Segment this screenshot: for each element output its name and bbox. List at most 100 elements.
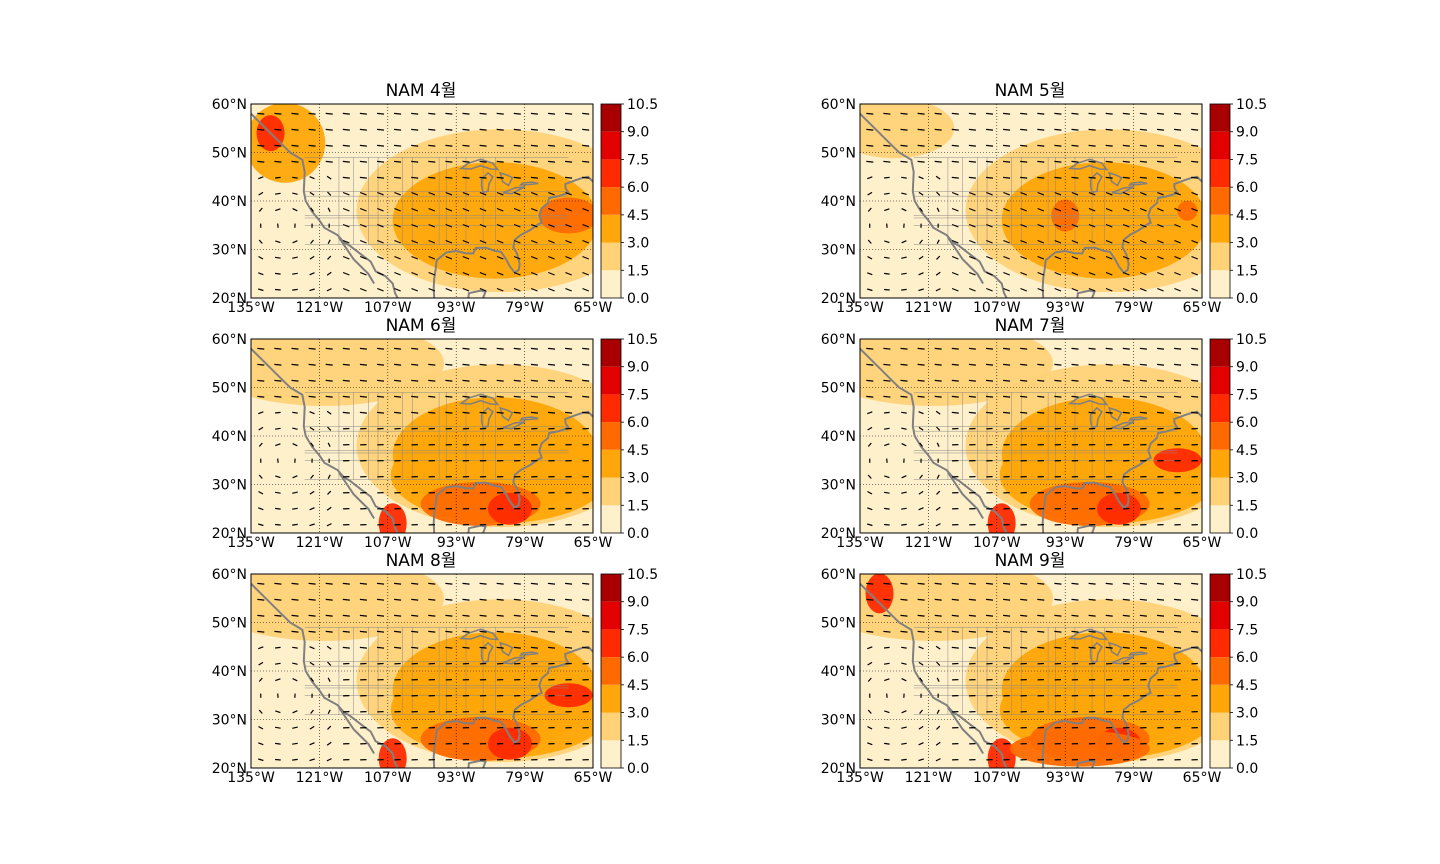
lake-outline (1127, 416, 1148, 421)
wind-arrow (257, 582, 265, 585)
wind-arrow (1191, 395, 1199, 398)
wind-arrow (462, 630, 470, 633)
wind-arrow (901, 758, 907, 761)
wind-arrow (309, 191, 315, 196)
wind-arrow (513, 646, 521, 649)
wind-arrow (866, 112, 874, 115)
wind-arrow (445, 176, 453, 179)
lon-tick-label: 65°W (1183, 300, 1222, 316)
wind-arrow (968, 646, 976, 649)
wind-arrow (917, 379, 925, 382)
colorbar-segment (601, 131, 621, 160)
colorbar-tick-label: 0.0 (1236, 291, 1258, 307)
colorbar-tick-label: 3.0 (1236, 471, 1258, 487)
colorbar-tick-label: 4.5 (627, 678, 649, 694)
wind-arrow (308, 347, 316, 350)
wind-arrow (1156, 411, 1165, 414)
wind-arrow (292, 192, 298, 195)
wind-arrow (257, 144, 265, 147)
colorbar-tick-label: 7.5 (627, 387, 649, 403)
wind-arrow (565, 287, 572, 292)
wind-arrow (1157, 207, 1164, 212)
wind-arrow (513, 207, 521, 212)
wind-arrow (934, 363, 942, 366)
wind-arrow (936, 709, 940, 714)
wind-arrow (394, 598, 402, 601)
wind-arrow (445, 191, 453, 196)
wind-arrow (445, 271, 453, 276)
wind-arrow (291, 347, 299, 350)
wind-arrow (479, 395, 487, 398)
wind-arrow (377, 271, 384, 276)
wind-arrow (1003, 646, 1011, 649)
wind-arrow (1139, 160, 1147, 163)
filled-contour-region (487, 727, 532, 760)
wind-arrow (867, 442, 872, 447)
wind-arrow (325, 347, 333, 350)
wind-arrow (884, 176, 890, 179)
wind-arrow (1054, 395, 1062, 398)
wind-arrow (275, 256, 281, 259)
wind-arrow (951, 160, 959, 163)
wind-arrow (1088, 411, 1096, 414)
wind-arrow (901, 662, 907, 665)
wind-arrow (1037, 207, 1045, 212)
wind-arrow (1105, 144, 1113, 147)
wind-arrow (968, 582, 976, 585)
wind-arrow (934, 614, 942, 617)
wind-arrow (917, 582, 925, 585)
colorbar-frame (600, 338, 622, 534)
wind-arrow (327, 677, 331, 682)
wind-arrow (935, 175, 941, 180)
lake-outline (1067, 628, 1109, 641)
wind-arrow (359, 614, 367, 617)
wind-arrow (462, 223, 470, 228)
wind-arrow (565, 379, 573, 382)
wind-arrow (1054, 630, 1062, 633)
wind-arrow (1157, 271, 1164, 276)
wind-arrow (359, 207, 367, 212)
wind-arrow (310, 207, 314, 212)
wind-arrow (326, 758, 332, 762)
wind-arrow (1174, 271, 1181, 276)
wind-arrow (445, 207, 453, 212)
wind-arrow (1054, 207, 1062, 212)
colorbar-tick-label: 3.0 (1236, 236, 1258, 252)
wind-arrow (884, 742, 890, 745)
wind-arrow (548, 271, 555, 276)
wind-arrow (275, 288, 281, 291)
wind-arrow (275, 411, 281, 414)
wind-arrow (462, 379, 470, 382)
wind-arrow (274, 582, 282, 585)
wind-arrow (308, 128, 316, 131)
filled-contour-region (860, 574, 1053, 641)
wind-arrow (1191, 379, 1199, 382)
map-panel-4: 135°W 121°W 107°W 93°W 79°W 65°W 60°N 50°N 40°N 3… (212, 97, 658, 316)
map-frame (859, 573, 1203, 769)
wind-arrow (1088, 176, 1096, 179)
wind-arrow (342, 271, 350, 276)
colorbar: 10.5 9.0 7.5 6.0 4.5 3.0 1.5 0.0 (1209, 332, 1267, 542)
wind-arrow (1088, 379, 1096, 382)
lon-tick-label: 121°W (905, 300, 953, 316)
lon-tick-label: 79°W (505, 770, 544, 786)
wind-arrow (342, 223, 350, 228)
wind-arrow (1174, 582, 1182, 585)
wind-arrow (1156, 630, 1165, 633)
wind-arrow (1174, 395, 1182, 398)
wind-arrow (292, 726, 298, 729)
wind-arrow (951, 287, 959, 292)
lake-outline (1111, 186, 1135, 195)
wind-arrow (428, 582, 436, 585)
wind-arrow (884, 507, 890, 510)
wind-arrow (411, 112, 419, 115)
wind-arrow (258, 677, 263, 682)
wind-arrow (428, 128, 436, 131)
wind-arrow (918, 176, 924, 180)
wind-arrow (901, 646, 907, 649)
wind-arrow (359, 379, 367, 382)
wind-arrow (309, 176, 315, 180)
wind-arrow (1020, 207, 1028, 212)
wind-arrow (359, 255, 367, 260)
wind-arrow (292, 523, 298, 526)
